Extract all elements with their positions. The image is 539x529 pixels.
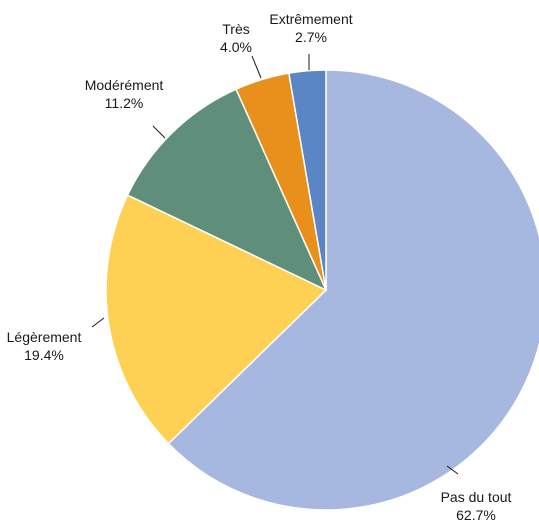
slice-labels: Pas du tout 62.7% Légèrement 19.4% Modérémen…: [7, 11, 512, 523]
leader-line-0: [446, 465, 459, 475]
pie-slices: [105, 69, 539, 511]
slice-value-label-1: 19.4%: [24, 347, 64, 363]
slice-value-label-3: 4.0%: [220, 39, 252, 55]
pie-slice-1: [105, 194, 328, 445]
slice-label-2: Modérément: [85, 77, 164, 93]
leader-lines: [91, 54, 459, 475]
slice-label-0: Pas du tout: [441, 489, 512, 505]
leader-line-3: [251, 55, 262, 79]
slice-label-3: Très: [222, 21, 249, 37]
slice-label-4: Extrêmement: [269, 11, 352, 27]
pie-slice-0: [167, 69, 539, 511]
pie-slice-4: [287, 69, 327, 291]
leader-line-2: [152, 125, 166, 139]
leader-line-1: [91, 317, 105, 328]
slice-value-label-0: 62.7%: [456, 507, 496, 523]
slice-value-label-2: 11.2%: [105, 95, 144, 111]
slice-label-1: Légèrement: [7, 329, 82, 345]
slice-value-label-4: 2.7%: [295, 29, 327, 45]
pie-slice-2: [126, 88, 328, 292]
